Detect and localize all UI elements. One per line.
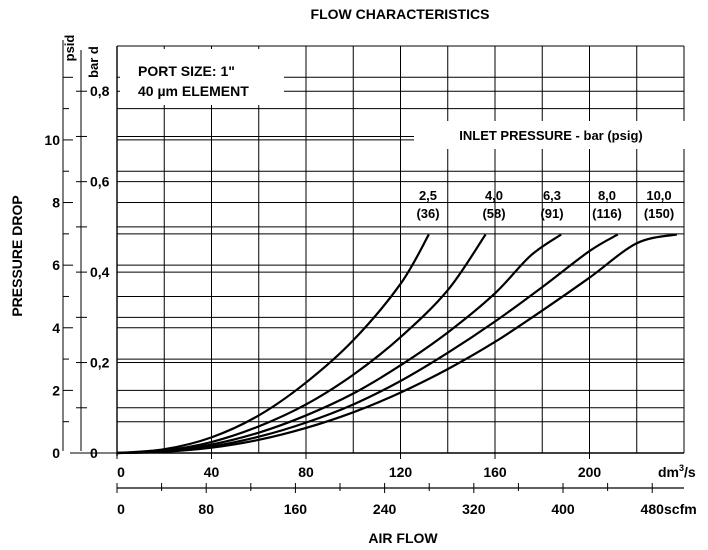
series-label-psig: (58)	[482, 206, 505, 221]
annotation-box	[120, 49, 284, 105]
bar-tick-label: 0	[90, 445, 98, 461]
bar-tick-label: 0,8	[90, 83, 110, 99]
x-primary-unit-label: dm3/s	[658, 463, 696, 480]
y-axis-label: PRESSURE DROP	[9, 195, 25, 316]
legend-title-box	[414, 121, 694, 149]
x-secondary-tick-label: 0	[117, 501, 125, 517]
y-bar-unit-label: bar d	[86, 46, 101, 78]
series-label-bar: 10,0	[646, 188, 671, 203]
legend-title: INLET PRESSURE - bar (psig)	[459, 128, 642, 143]
x-primary-tick-label: 200	[578, 464, 602, 480]
flow-curve-2-5	[116, 233, 430, 455]
psid-tick-label: 4	[52, 320, 60, 336]
series-label-bar: 4,0	[485, 188, 503, 203]
element-label: 40 µm ELEMENT	[138, 83, 249, 99]
x-secondary-tick-label: 480	[641, 501, 665, 517]
x-primary-tick-label: 0	[117, 464, 125, 480]
flow-curve-4-0	[116, 233, 487, 455]
bar-tick-label: 0,2	[90, 355, 110, 371]
flow-curves	[116, 233, 678, 455]
psid-tick-label: 0	[52, 445, 60, 461]
x-primary-tick-label: 40	[204, 464, 220, 480]
series-label-psig: (36)	[416, 206, 439, 221]
axis-and-series-labels: 0 2 4 6 8 10 0 0,2 0,4 0,6 0,8 0 40 80 120 160 200 0 80 160…	[44, 83, 674, 517]
psid-tick-label: 8	[52, 195, 60, 211]
series-label-bar: 6,3	[543, 188, 561, 203]
chart-title: FLOW CHARACTERISTICS	[311, 6, 490, 22]
psid-tick-label: 2	[52, 382, 60, 398]
series-label-bar: 2,5	[419, 188, 437, 203]
flow-curve-10-0	[116, 233, 678, 455]
x-secondary-tick-label: 80	[198, 501, 214, 517]
y-psid-unit-label: psid	[62, 35, 77, 62]
x-primary-tick-label: 160	[483, 464, 507, 480]
series-label-psig: (116)	[592, 206, 622, 221]
bar-tick-label: 0,4	[90, 264, 110, 280]
psid-tick-label: 10	[44, 132, 60, 148]
x-primary-tick-label: 120	[389, 464, 413, 480]
x-secondary-tick-label: 400	[551, 501, 575, 517]
x-secondary-tick-label: 320	[462, 501, 486, 517]
x-secondary-tick-label: 160	[284, 501, 308, 517]
bar-tick-label: 0,6	[90, 174, 110, 190]
grid	[62, 40, 685, 493]
x-secondary-unit-label: scfm	[664, 501, 697, 517]
series-label-bar: 8,0	[598, 188, 616, 203]
x-secondary-tick-label: 240	[373, 501, 397, 517]
x-primary-tick-label: 80	[298, 464, 314, 480]
x-axis-label: AIR FLOW	[368, 530, 438, 546]
flow-curve-8-0	[116, 233, 619, 455]
port-size-label: PORT SIZE: 1"	[138, 63, 235, 79]
psid-tick-label: 6	[52, 257, 60, 273]
flow-curve-6-3	[116, 233, 562, 455]
series-label-psig: (91)	[540, 206, 563, 221]
series-label-psig: (150)	[644, 206, 674, 221]
